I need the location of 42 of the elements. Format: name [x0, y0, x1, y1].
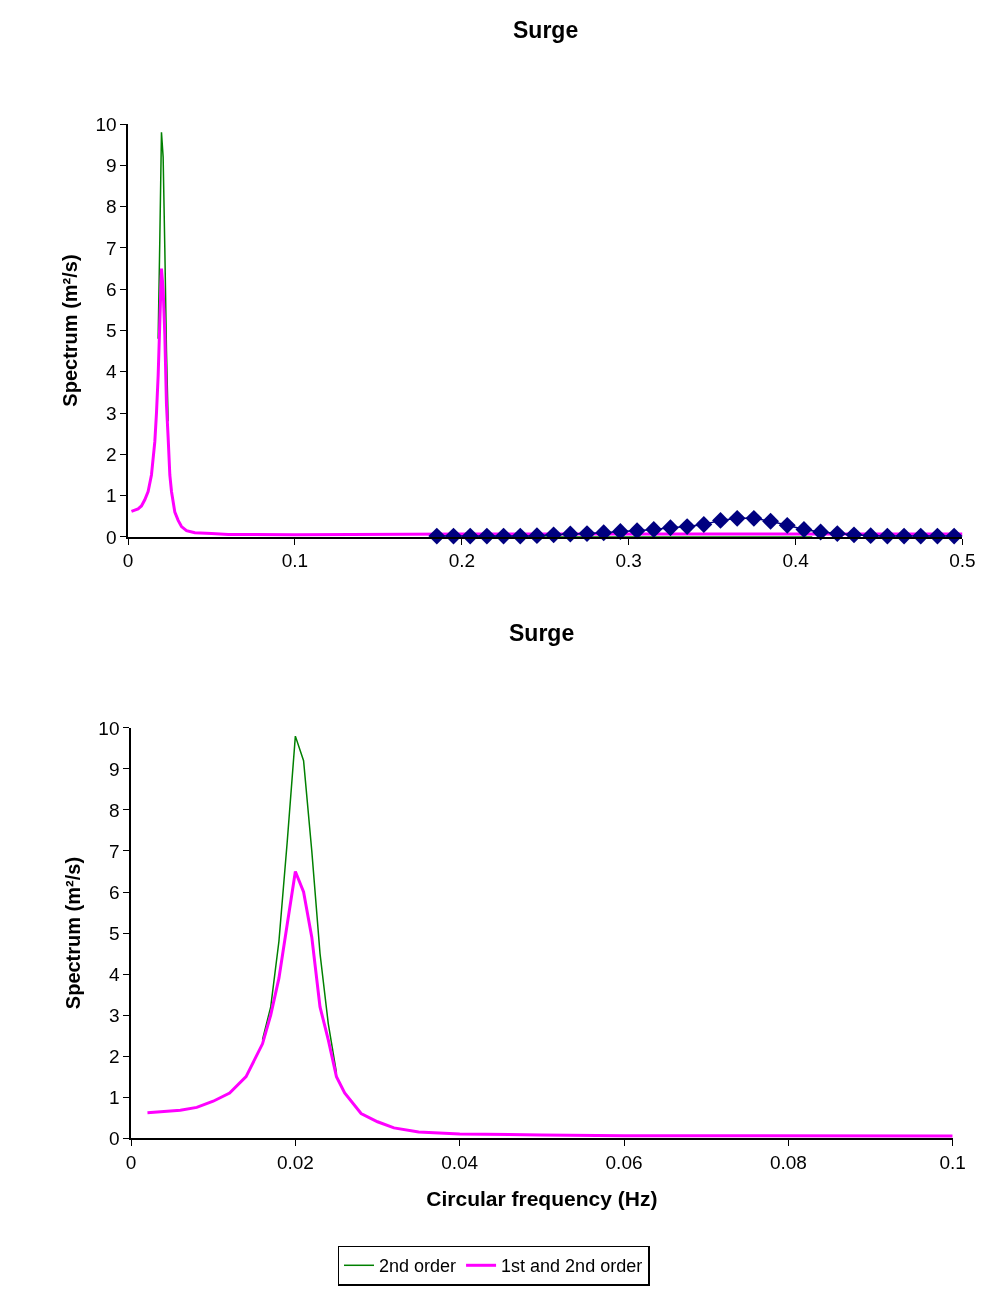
chart-title: Surge: [513, 17, 579, 43]
y-axis-title: Spectrum (m²/s): [62, 856, 85, 1010]
x-tick-label: 0.3: [615, 550, 642, 572]
y-tick-label: 8: [108, 799, 120, 821]
x-tick-label: 0.08: [769, 1151, 807, 1173]
y-tick-label: 2: [105, 443, 117, 465]
y-axis-title: Spectrum (m²/s): [59, 254, 82, 407]
y-tick-label: 6: [108, 881, 120, 903]
x-tick-label: 0.4: [782, 550, 810, 572]
y-tick-label: 6: [105, 278, 117, 300]
x-tick-label: 0: [122, 550, 134, 572]
y-tick-label: 4: [108, 963, 120, 985]
y-tick-label: 7: [105, 237, 117, 259]
y-tick-label: 8: [105, 196, 117, 218]
x-axis-title: Circular frequency (Hz): [426, 1187, 658, 1211]
y-tick-label: 1: [108, 1086, 120, 1108]
y-tick-label: 5: [105, 320, 117, 342]
x-tick-label: 0.2: [448, 550, 476, 572]
y-tick-label: 10: [98, 717, 120, 739]
y-tick-label: 5: [108, 922, 120, 944]
legend-label: 2nd order: [379, 1256, 457, 1277]
y-tick-label: 9: [108, 758, 120, 780]
legend-label: 1st and 2nd order: [501, 1256, 643, 1277]
line-series: [145, 870, 953, 1138]
chart-title: Surge: [509, 620, 575, 646]
x-tick-label: 0.04: [441, 1151, 479, 1173]
y-tick-label: 3: [105, 402, 117, 424]
y-tick-label: 3: [108, 1004, 120, 1026]
x-tick-label: 0.02: [276, 1151, 314, 1173]
y-tick-label: 2: [108, 1045, 120, 1067]
y-tick-label: 10: [95, 113, 117, 135]
y-tick-label: 0: [108, 1127, 120, 1149]
y-tick-label: 7: [108, 840, 120, 862]
y-tick-label: 0: [105, 526, 117, 548]
x-tick-label: 0.5: [949, 550, 976, 572]
y-tick-label: 4: [105, 361, 117, 383]
y-tick-label: 9: [105, 155, 117, 177]
x-tick-label: 0.1: [939, 1151, 966, 1173]
y-tick-label: 1: [105, 485, 117, 507]
x-tick-label: 0.1: [281, 550, 309, 572]
x-tick-label: 0.06: [605, 1151, 643, 1173]
x-tick-label: 0: [125, 1151, 137, 1173]
